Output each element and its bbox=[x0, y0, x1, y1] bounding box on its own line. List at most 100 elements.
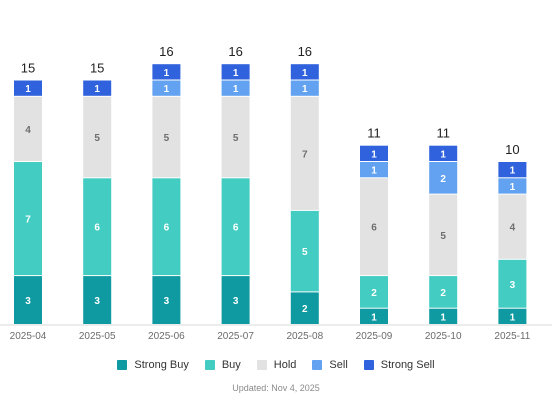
segment-value-label: 1 bbox=[371, 149, 377, 160]
bar-segment-buy-2025-04[interactable] bbox=[14, 162, 42, 276]
segment-value-label: 1 bbox=[510, 312, 516, 323]
bar-segment-buy-2025-11[interactable] bbox=[498, 259, 527, 308]
legend-item-strong-sell[interactable]: Strong Sell bbox=[363, 359, 435, 371]
bar-total-label: 15 bbox=[90, 61, 104, 76]
segment-value-label: 1 bbox=[371, 312, 377, 323]
segment-value-label: 2 bbox=[440, 174, 446, 185]
x-tick-label: 2025-05 bbox=[79, 331, 116, 342]
legend-label: Strong Buy bbox=[134, 359, 189, 371]
segment-value-label: 6 bbox=[94, 223, 100, 234]
segment-value-label: 3 bbox=[94, 296, 100, 307]
segment-value-label: 6 bbox=[164, 223, 170, 234]
segment-value-label: 1 bbox=[233, 84, 239, 95]
bar-segment-buy-2025-09[interactable] bbox=[360, 276, 388, 308]
stacked-bar-chart: 3741152025-043651152025-0536511162025-06… bbox=[0, 44, 552, 342]
bar-segment-strong-sell-2025-09[interactable] bbox=[360, 145, 388, 161]
legend-item-sell[interactable]: Sell bbox=[312, 359, 348, 371]
segment-value-label: 1 bbox=[164, 68, 170, 79]
bar-segment-strong-buy-2025-06[interactable] bbox=[152, 276, 181, 324]
legend-item-strong-buy[interactable]: Strong Buy bbox=[117, 359, 189, 371]
legend-item-hold[interactable]: Hold bbox=[256, 359, 297, 371]
bar-segment-hold-2025-08[interactable] bbox=[290, 96, 319, 210]
bar-segment-buy-2025-08[interactable] bbox=[290, 210, 319, 292]
segment-value-label: 2 bbox=[302, 304, 308, 315]
legend-item-buy[interactable]: Buy bbox=[204, 359, 241, 371]
legend-swatch bbox=[256, 360, 267, 370]
segment-value-label: 1 bbox=[440, 149, 446, 160]
x-tick-label: 2025-08 bbox=[286, 331, 323, 342]
bar-segment-strong-sell-2025-10[interactable] bbox=[429, 145, 458, 161]
bar-segment-strong-buy-2025-04[interactable] bbox=[14, 276, 42, 324]
bar-segment-sell-2025-07[interactable] bbox=[221, 80, 250, 96]
bar-segment-hold-2025-04[interactable] bbox=[14, 96, 42, 161]
bar-segment-hold-2025-09[interactable] bbox=[360, 178, 388, 276]
bar-segment-strong-buy-2025-11[interactable] bbox=[498, 308, 527, 324]
bar-segment-hold-2025-05[interactable] bbox=[83, 96, 112, 178]
segment-value-label: 2 bbox=[371, 288, 377, 299]
bar-segment-sell-2025-09[interactable] bbox=[360, 162, 388, 178]
bar-segment-strong-sell-2025-11[interactable] bbox=[498, 162, 527, 178]
segment-value-label: 1 bbox=[440, 312, 446, 323]
bars-group bbox=[14, 64, 527, 324]
bar-segment-strong-buy-2025-08[interactable] bbox=[290, 292, 319, 324]
bar-segment-sell-2025-10[interactable] bbox=[429, 162, 458, 194]
segment-value-label: 5 bbox=[233, 133, 239, 144]
segment-value-label: 1 bbox=[510, 182, 516, 193]
bar-segment-sell-2025-11[interactable] bbox=[498, 178, 527, 194]
segment-value-label: 3 bbox=[164, 296, 170, 307]
bar-total-label: 16 bbox=[159, 44, 173, 59]
bar-segment-sell-2025-06[interactable] bbox=[152, 80, 181, 96]
segment-value-label: 1 bbox=[510, 166, 516, 177]
bar-segment-strong-sell-2025-06[interactable] bbox=[152, 64, 181, 80]
bar-segment-strong-buy-2025-05[interactable] bbox=[83, 276, 112, 324]
segment-value-label: 6 bbox=[371, 223, 377, 234]
legend-swatch bbox=[117, 360, 128, 370]
bar-segment-strong-sell-2025-07[interactable] bbox=[221, 64, 250, 80]
bar-total-label: 16 bbox=[228, 44, 242, 59]
segment-value-label: 3 bbox=[510, 280, 516, 291]
x-tick-label: 2025-04 bbox=[10, 331, 47, 342]
bar-segment-strong-buy-2025-09[interactable] bbox=[360, 308, 388, 324]
bar-total-label: 16 bbox=[298, 44, 312, 59]
segment-value-label: 5 bbox=[440, 231, 446, 242]
x-tick-label: 2025-11 bbox=[494, 331, 530, 342]
segment-value-label: 1 bbox=[302, 68, 308, 79]
segment-value-label: 1 bbox=[371, 166, 377, 177]
legend-label: Buy bbox=[221, 359, 241, 371]
legend-label: Hold bbox=[273, 359, 297, 371]
segment-value-label: 4 bbox=[510, 223, 516, 234]
bar-total-label: 15 bbox=[21, 61, 35, 76]
bar-segment-sell-2025-08[interactable] bbox=[290, 80, 319, 96]
legend-label: Strong Sell bbox=[380, 359, 435, 371]
segment-value-label: 1 bbox=[164, 84, 170, 95]
segment-value-label: 5 bbox=[94, 133, 100, 144]
segment-value-label: 3 bbox=[233, 296, 239, 307]
bar-total-label: 11 bbox=[367, 126, 381, 141]
segment-value-label: 4 bbox=[25, 125, 31, 136]
legend-label: Sell bbox=[329, 359, 348, 371]
segment-value-label: 5 bbox=[302, 247, 308, 258]
bar-segment-strong-sell-2025-08[interactable] bbox=[290, 64, 319, 80]
bar-segment-hold-2025-06[interactable] bbox=[152, 96, 181, 178]
segment-value-label: 1 bbox=[94, 84, 100, 95]
segment-value-label: 2 bbox=[440, 288, 446, 299]
bar-segment-hold-2025-10[interactable] bbox=[429, 194, 458, 276]
bar-segment-strong-buy-2025-07[interactable] bbox=[221, 276, 250, 324]
bar-segment-buy-2025-10[interactable] bbox=[429, 276, 458, 308]
bar-segment-strong-buy-2025-10[interactable] bbox=[429, 308, 458, 324]
bar-segment-hold-2025-07[interactable] bbox=[221, 96, 250, 178]
bar-segment-buy-2025-05[interactable] bbox=[83, 178, 112, 276]
bar-segment-strong-sell-2025-04[interactable] bbox=[14, 80, 42, 96]
legend-swatch bbox=[363, 360, 374, 370]
segment-value-label: 7 bbox=[302, 149, 308, 160]
bar-segment-strong-sell-2025-05[interactable] bbox=[83, 80, 112, 96]
legend-swatch bbox=[204, 360, 215, 370]
segment-value-label: 3 bbox=[25, 296, 31, 307]
segment-value-label: 6 bbox=[233, 223, 239, 234]
x-tick-label: 2025-07 bbox=[217, 331, 254, 342]
bar-segment-buy-2025-07[interactable] bbox=[221, 178, 250, 276]
bar-segment-buy-2025-06[interactable] bbox=[152, 178, 181, 276]
x-tick-label: 2025-10 bbox=[425, 331, 462, 342]
labels-group: 3741152025-043651152025-0536511162025-06… bbox=[10, 44, 531, 342]
bar-segment-hold-2025-11[interactable] bbox=[498, 194, 527, 259]
